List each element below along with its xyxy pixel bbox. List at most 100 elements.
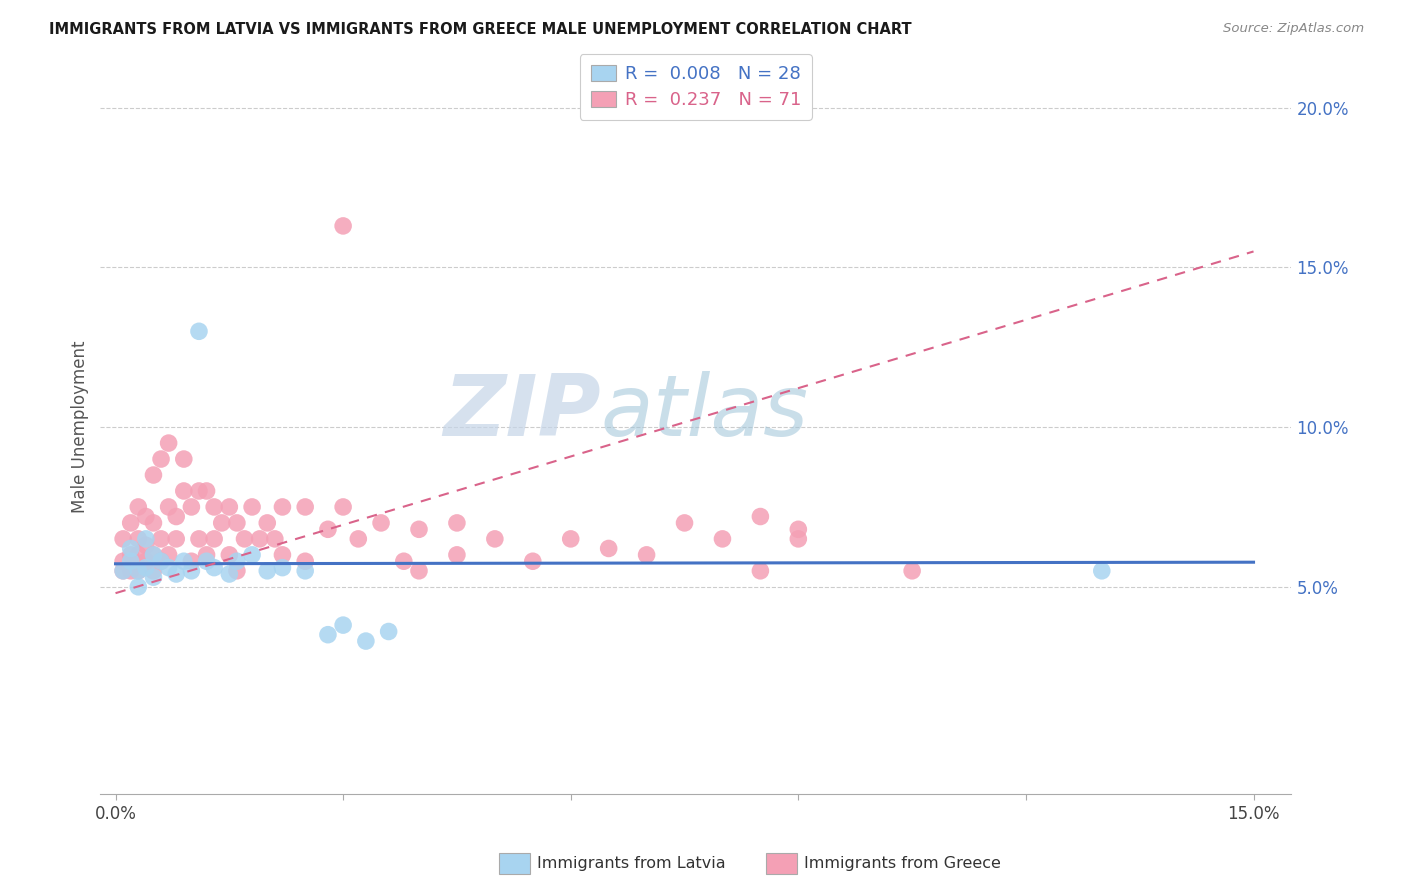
Point — [135, 560, 157, 574]
Point — [271, 500, 294, 514]
Point — [408, 522, 430, 536]
Point — [180, 554, 202, 568]
Point — [211, 516, 233, 530]
Point — [226, 516, 249, 530]
Point — [127, 564, 149, 578]
Point — [120, 554, 142, 568]
Point — [120, 564, 142, 578]
Point — [165, 567, 187, 582]
Point — [226, 554, 249, 568]
Point — [142, 570, 165, 584]
Point — [294, 554, 316, 568]
Point — [195, 548, 218, 562]
Point — [446, 548, 468, 562]
Point — [332, 219, 354, 233]
Point — [120, 548, 142, 562]
Text: Immigrants from Greece: Immigrants from Greece — [804, 856, 1001, 871]
Point — [150, 452, 173, 467]
Point — [377, 624, 399, 639]
Point — [127, 500, 149, 514]
Point — [150, 554, 173, 568]
Point — [142, 548, 165, 562]
Point — [188, 483, 211, 498]
Point — [202, 500, 225, 514]
Point — [354, 634, 377, 648]
Point — [142, 516, 165, 530]
Point — [256, 564, 278, 578]
Text: Source: ZipAtlas.com: Source: ZipAtlas.com — [1223, 22, 1364, 36]
Point — [1091, 564, 1114, 578]
Point — [256, 516, 278, 530]
Point — [522, 554, 544, 568]
Point — [598, 541, 620, 556]
Point — [787, 532, 810, 546]
Point — [294, 500, 316, 514]
Point — [446, 516, 468, 530]
Point — [112, 564, 135, 578]
Point — [226, 564, 249, 578]
Point — [142, 468, 165, 483]
Text: IMMIGRANTS FROM LATVIA VS IMMIGRANTS FROM GREECE MALE UNEMPLOYMENT CORRELATION C: IMMIGRANTS FROM LATVIA VS IMMIGRANTS FRO… — [49, 22, 912, 37]
Point — [218, 567, 240, 582]
Point — [173, 452, 195, 467]
Point — [127, 532, 149, 546]
Point — [240, 500, 263, 514]
Point — [150, 532, 173, 546]
Point — [188, 532, 211, 546]
Point — [135, 538, 157, 552]
Point — [673, 516, 696, 530]
Point — [787, 522, 810, 536]
Point — [370, 516, 392, 530]
Point — [195, 483, 218, 498]
Point — [294, 564, 316, 578]
Point — [173, 483, 195, 498]
Point — [165, 532, 187, 546]
Point — [142, 548, 165, 562]
Legend: R =  0.008   N = 28, R =  0.237   N = 71: R = 0.008 N = 28, R = 0.237 N = 71 — [579, 54, 813, 120]
Text: atlas: atlas — [600, 371, 808, 454]
Point — [127, 548, 149, 562]
Point — [112, 532, 135, 546]
Point — [347, 532, 370, 546]
Point — [142, 564, 165, 578]
Point — [150, 554, 173, 568]
Point — [271, 560, 294, 574]
Point — [560, 532, 582, 546]
Point — [749, 564, 772, 578]
Point — [271, 548, 294, 562]
Point — [218, 500, 240, 514]
Text: Immigrants from Latvia: Immigrants from Latvia — [537, 856, 725, 871]
Point — [195, 554, 218, 568]
Point — [749, 509, 772, 524]
Point — [157, 436, 180, 450]
Point — [127, 564, 149, 578]
Point — [120, 541, 142, 556]
Point — [127, 580, 149, 594]
Point — [135, 532, 157, 546]
Point — [263, 532, 285, 546]
Point — [332, 500, 354, 514]
Point — [120, 516, 142, 530]
Point — [165, 509, 187, 524]
Text: ZIP: ZIP — [443, 371, 600, 454]
Point — [157, 500, 180, 514]
Point — [218, 548, 240, 562]
Point — [157, 548, 180, 562]
Point — [316, 522, 339, 536]
Point — [711, 532, 734, 546]
Point — [180, 564, 202, 578]
Point — [135, 509, 157, 524]
Point — [636, 548, 658, 562]
Point — [188, 324, 211, 338]
Point — [112, 564, 135, 578]
Y-axis label: Male Unemployment: Male Unemployment — [72, 341, 89, 514]
Point — [408, 564, 430, 578]
Point — [901, 564, 924, 578]
Point — [233, 532, 256, 546]
Point — [249, 532, 271, 546]
Point — [180, 500, 202, 514]
Point — [135, 554, 157, 568]
Point — [112, 554, 135, 568]
Point — [157, 560, 180, 574]
Point — [484, 532, 506, 546]
